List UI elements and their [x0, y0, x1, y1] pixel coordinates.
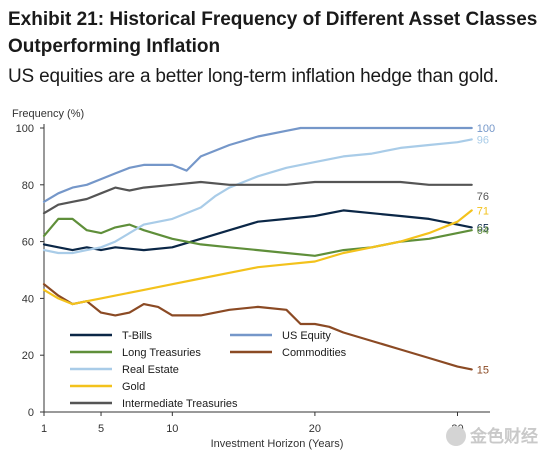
- chart-subtitle: US equities are a better long-term infla…: [8, 66, 499, 87]
- x-tick-label: 10: [166, 423, 178, 435]
- y-tick-label: 60: [22, 237, 34, 249]
- series-line-real-estate: [42, 138, 473, 255]
- watermark-text: 金色财经: [469, 426, 538, 447]
- y-tick-label: 40: [22, 293, 34, 305]
- end-label-real-estate: 96: [477, 134, 489, 146]
- y-tick-label: 80: [22, 180, 34, 192]
- end-labels: 65 100 64 15 96 71 76: [477, 123, 495, 376]
- y-tick-label: 100: [16, 123, 34, 135]
- end-label-us-equity: 100: [477, 123, 495, 135]
- axes: 02040608010015102030: [16, 123, 490, 435]
- chart-title: Exhibit 21: Historical Frequency of Diff…: [8, 9, 538, 57]
- legend-label-commodities: Commodities: [282, 347, 347, 359]
- y-tick-label: 20: [22, 350, 34, 362]
- end-label-commodities: 15: [477, 364, 489, 376]
- end-label-gold: 71: [477, 205, 489, 217]
- series-line-t-bills: [42, 209, 473, 252]
- y-axis-title: Frequency (%): [12, 108, 84, 120]
- series-line-commodities: [42, 283, 473, 371]
- series-line-intermediate-treasuries: [42, 180, 473, 215]
- end-label-t-bills: 65: [477, 222, 489, 234]
- x-tick-label: 1: [41, 423, 47, 435]
- legend-label-gold: Gold: [122, 381, 145, 393]
- series-lines: [42, 126, 473, 371]
- legend-label-t-bills: T-Bills: [122, 330, 152, 342]
- legend-label-intermediate-treasuries: Intermediate Treasuries: [122, 398, 238, 410]
- x-tick-label: 5: [98, 423, 104, 435]
- watermark-logo-icon: [446, 426, 466, 446]
- series-line-long-treasuries: [42, 217, 473, 257]
- legend-label-long-treasuries: Long Treasuries: [122, 347, 201, 359]
- x-tick-label: 20: [309, 423, 321, 435]
- watermark: 金色财经: [446, 426, 538, 447]
- end-label-long-treasuries: 64: [477, 225, 489, 237]
- legend-label-us-equity: US Equity: [282, 330, 331, 342]
- series-line-us-equity: [42, 126, 473, 203]
- series-line-gold: [42, 209, 473, 306]
- end-label-intermediate-treasuries: 76: [477, 191, 489, 203]
- y-tick-label: 0: [28, 407, 34, 419]
- legend-label-real-estate: Real Estate: [122, 364, 179, 376]
- x-axis-title: Investment Horizon (Years): [211, 438, 344, 450]
- legend: T-Bills US Equity Long Treasuries Commoditi…: [70, 330, 347, 410]
